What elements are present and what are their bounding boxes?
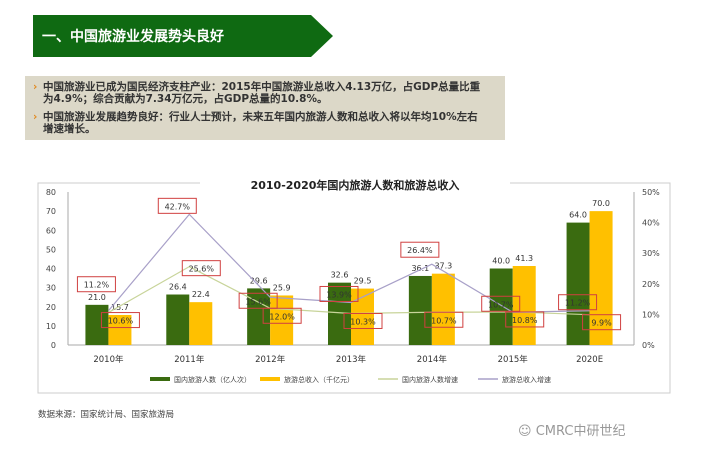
bar <box>408 275 432 345</box>
bar <box>351 288 374 345</box>
x-tick-label: 2013年 <box>336 354 367 365</box>
bar-value-label: 41.3 <box>515 254 533 263</box>
x-tick-label: 2011年 <box>174 354 205 365</box>
bar-value-label: 40.0 <box>492 257 510 266</box>
growth-label: 42.7% <box>165 202 191 211</box>
x-tick-label: 2015年 <box>498 354 529 365</box>
y-tick-label: 30 <box>46 284 56 293</box>
y2-tick-label: 0% <box>642 341 655 350</box>
growth-label: 25.6% <box>189 265 215 274</box>
bar-value-label: 32.6 <box>331 271 349 280</box>
bar-value-label: 15.7 <box>111 303 129 312</box>
growth-label-box <box>400 241 440 258</box>
y-tick-label: 60 <box>46 226 56 235</box>
growth-label: 11.2% <box>84 281 110 290</box>
y2-tick-label: 10% <box>642 310 660 319</box>
growth-label: 15.6% <box>245 297 271 306</box>
x-tick-label: 2012年 <box>255 354 286 365</box>
bar <box>566 222 590 345</box>
y-tick-label: 70 <box>46 207 56 216</box>
bar <box>489 268 513 345</box>
y-tick-label: 80 <box>46 188 56 197</box>
data-source: 数据来源：国家统计局、国家旅游局 <box>38 410 175 420</box>
y-tick-label: 40 <box>46 265 56 274</box>
y-tick-label: 20 <box>46 303 56 312</box>
legend-swatch <box>260 377 280 381</box>
growth-label-box <box>505 311 545 328</box>
bar <box>247 288 271 345</box>
y-tick-label: 50 <box>46 245 56 254</box>
growth-label: 12.0% <box>269 312 295 321</box>
growth-label: 10.8% <box>512 316 538 325</box>
growth-label-box <box>558 294 598 311</box>
growth-label: 13.9% <box>326 290 352 299</box>
y2-tick-label: 30% <box>642 249 660 258</box>
note-item: 中国旅游业发展趋势良好：行业人士预计，未来五年国内旅游人数和总收入将以年均10%… <box>33 111 483 135</box>
growth-label-box <box>319 285 359 302</box>
growth-label: 11.2% <box>565 299 591 308</box>
y-tick-label: 0 <box>51 341 56 350</box>
logo: ☺ CMRC中研世纪 <box>518 420 625 439</box>
bar <box>589 211 613 345</box>
bar-value-label: 21.0 <box>88 293 106 302</box>
bar-value-label: 22.4 <box>192 290 210 299</box>
bar <box>512 266 536 345</box>
logo-text: CMRC中研世纪 <box>535 424 626 439</box>
bar-value-label: 29.6 <box>250 276 268 285</box>
growth-label-box <box>181 260 221 277</box>
legend-label: 国内旅游人数增速 <box>402 375 458 384</box>
growth-label: 26.4% <box>407 246 433 255</box>
x-tick-label: 2020E <box>576 355 603 365</box>
growth-label-box <box>424 311 464 328</box>
bar-value-label: 70.0 <box>592 199 610 208</box>
growth-label: 10.6% <box>108 317 134 326</box>
growth-label-box <box>343 312 383 329</box>
legend-label: 旅游总收入增速 <box>502 375 551 384</box>
chart-title: 2010-2020年国内旅游人数和旅游总收入 <box>251 178 460 192</box>
bar-value-label: 37.3 <box>434 262 452 271</box>
growth-label: 9.9% <box>591 319 612 328</box>
growth-label-box <box>262 307 302 324</box>
bar-value-label: 36.1 <box>411 264 429 273</box>
y2-tick-label: 20% <box>642 280 660 289</box>
legend-label: 旅游总收入（千亿元） <box>284 375 354 384</box>
y2-tick-label: 40% <box>642 219 660 228</box>
growth-label-box <box>76 276 116 293</box>
bar <box>108 314 132 345</box>
x-tick-label: 2010年 <box>93 354 124 365</box>
growth-label: 10.7% <box>431 316 457 325</box>
bar-value-label: 25.9 <box>273 283 291 292</box>
x-tick-label: 2014年 <box>417 354 448 365</box>
bar-value-label: 29.5 <box>354 277 372 286</box>
section-banner <box>33 15 333 57</box>
bar <box>85 304 109 345</box>
bar <box>189 302 213 345</box>
wechat-icon: ☺ <box>518 424 536 439</box>
bar <box>166 294 190 345</box>
section-title: 一、中国旅游业发展势头良好 <box>42 29 224 45</box>
growth-label: 10.7% <box>488 300 514 309</box>
bar-value-label: 64.0 <box>569 211 587 220</box>
growth-label-box <box>100 312 140 329</box>
note-item: 中国旅游业已成为国民经济支柱产业：2015年中国旅游业总收入4.13万亿，占GD… <box>33 81 483 105</box>
growth-label-box <box>157 197 197 214</box>
bar <box>328 282 351 345</box>
growth-label: 10.3% <box>350 317 376 326</box>
y-tick-label: 10 <box>46 322 56 331</box>
bar-value-label: 26.4 <box>169 283 187 292</box>
growth-label-box <box>582 314 622 331</box>
y2-tick-label: 50% <box>642 188 660 197</box>
growth-label-box <box>238 292 278 309</box>
bar <box>431 273 455 345</box>
legend-swatch <box>150 377 170 381</box>
growth-label-box <box>481 295 521 312</box>
legend-label: 国内旅游人数（亿人次） <box>174 375 251 384</box>
notes-box: 中国旅游业已成为国民经济支柱产业：2015年中国旅游业总收入4.13万亿，占GD… <box>25 76 505 140</box>
title-bg <box>200 176 510 194</box>
